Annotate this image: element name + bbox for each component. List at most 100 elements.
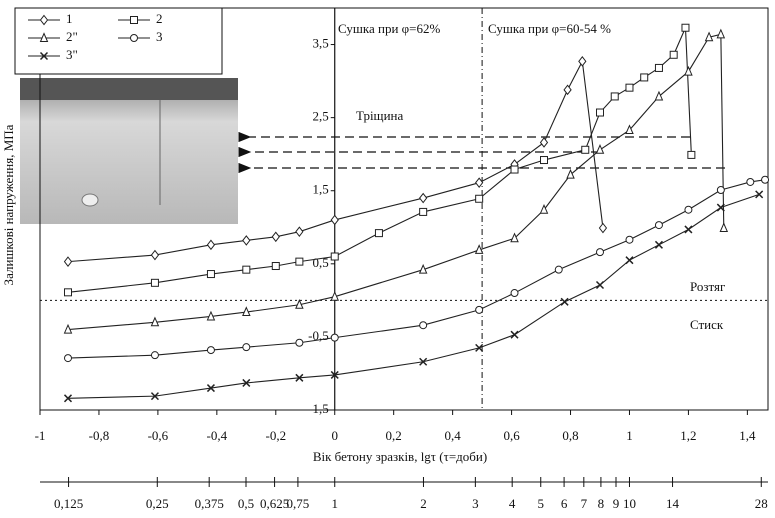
marker <box>130 34 138 42</box>
marker <box>578 56 587 67</box>
marker <box>418 263 428 274</box>
marker <box>271 262 280 271</box>
x2-tick-label: 0,625 <box>260 496 289 511</box>
legend-box <box>14 7 223 75</box>
marker <box>295 226 304 237</box>
x-tick-label: 0,2 <box>386 428 402 443</box>
legend-label: 3" <box>66 47 78 62</box>
x-tick-label: 1,2 <box>680 428 696 443</box>
series <box>63 56 608 267</box>
marker <box>295 257 304 266</box>
marker <box>64 288 72 297</box>
x2-tick-label: 7 <box>581 496 588 511</box>
marker <box>150 278 159 287</box>
marker <box>654 90 664 101</box>
y-axis-label: Залишкові напруження, МПа <box>1 124 16 285</box>
x2-tick-label: 1 <box>331 496 338 511</box>
x2-tick-label: 8 <box>598 496 605 511</box>
marker <box>242 265 251 274</box>
marker <box>206 346 215 355</box>
series-line <box>67 33 725 331</box>
x-tick-label: 0,6 <box>503 428 520 443</box>
crack-arrows <box>238 131 725 174</box>
marker <box>595 144 605 154</box>
marker <box>716 185 725 194</box>
series <box>63 190 764 403</box>
marker <box>681 23 690 32</box>
marker <box>206 384 215 393</box>
marker <box>625 83 634 92</box>
marker <box>63 323 73 334</box>
marker <box>419 192 428 204</box>
marker <box>560 297 569 306</box>
marker <box>63 394 73 403</box>
marker <box>595 280 605 290</box>
annotation: Розтяг <box>690 279 725 294</box>
marker <box>330 370 339 379</box>
marker <box>654 63 663 72</box>
marker <box>596 108 604 117</box>
marker <box>625 124 634 135</box>
x-tick-label: -0,2 <box>265 428 286 443</box>
plot-frame <box>39 7 769 411</box>
marker <box>581 145 590 154</box>
marker <box>150 392 159 401</box>
y-tick-label: 3,5 <box>312 36 328 51</box>
marker <box>625 256 634 265</box>
marker <box>419 357 428 366</box>
x2-tick-label: 0,375 <box>195 496 224 511</box>
y-tick-label: 0,5 <box>312 255 328 270</box>
marker <box>206 270 215 279</box>
marker <box>598 222 608 234</box>
marker <box>510 232 519 243</box>
marker <box>687 150 696 159</box>
y-tick-label: 1,5 <box>312 182 328 197</box>
marker <box>510 289 519 298</box>
x-tick-label: -0,4 <box>207 428 228 443</box>
marker <box>39 32 49 42</box>
y-tick-label: 2,5 <box>312 109 328 124</box>
marker <box>716 28 726 39</box>
y-tick-label: -1,5 <box>308 401 329 416</box>
marker <box>540 156 548 165</box>
series-line <box>67 193 760 399</box>
marker <box>150 351 159 360</box>
marker <box>684 65 693 76</box>
marker <box>746 177 755 186</box>
marker <box>150 316 160 327</box>
x-tick-label: 0,8 <box>562 428 578 443</box>
marker <box>554 265 563 274</box>
marker <box>64 354 72 363</box>
x2-tick-label: 4 <box>509 496 516 511</box>
annotation: Тріщина <box>356 108 403 123</box>
marker <box>475 343 484 352</box>
marker <box>475 194 484 203</box>
marker <box>654 221 663 230</box>
x2-tick-label: 28 <box>755 496 768 511</box>
x-tick-label: 1 <box>626 428 633 443</box>
marker <box>654 240 663 249</box>
marker <box>330 214 339 226</box>
marker <box>684 225 693 234</box>
x2-tick-label: 0,25 <box>146 496 169 511</box>
marker <box>704 31 714 42</box>
x-tick-label: -0,6 <box>148 428 169 443</box>
x2-tick-label: 10 <box>623 496 636 511</box>
marker <box>510 330 519 339</box>
marker <box>271 231 280 243</box>
marker <box>242 235 251 246</box>
annotation: Сушка при φ=62% <box>338 21 440 36</box>
marker <box>419 207 428 216</box>
marker <box>669 50 678 59</box>
marker <box>150 249 160 261</box>
photo <box>20 78 238 224</box>
x2-tick-label: 0,75 <box>287 496 310 511</box>
marker <box>563 84 572 96</box>
marker <box>206 239 216 251</box>
marker <box>475 177 484 189</box>
marker <box>295 338 304 347</box>
marker <box>539 203 549 214</box>
marker <box>475 305 484 314</box>
x2-tick-label: 9 <box>613 496 620 511</box>
